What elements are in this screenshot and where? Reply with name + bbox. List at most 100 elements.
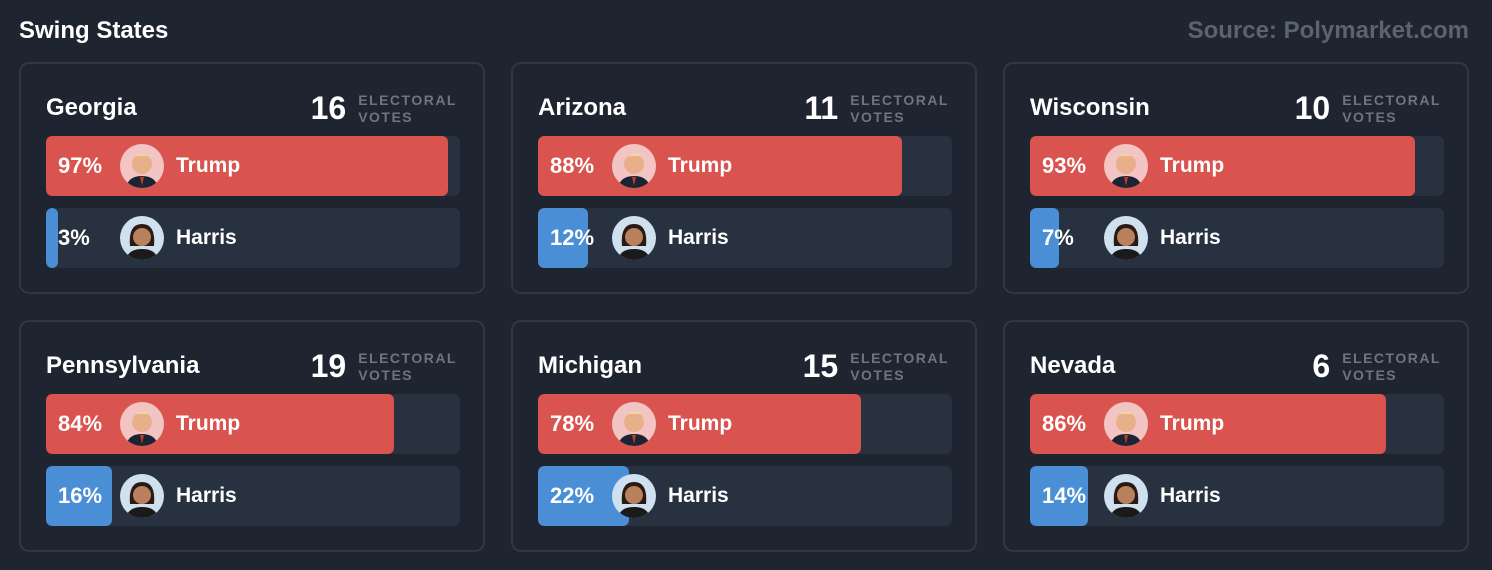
trump-bar-fill <box>1030 394 1387 454</box>
page-title: Swing States <box>19 17 169 44</box>
trump-odds-bar[interactable]: 88% Trump <box>538 136 952 196</box>
harris-bar-fill <box>46 466 113 526</box>
ev-label-line1: ELECTORAL <box>358 349 457 366</box>
trump-percentage: 93% <box>1042 153 1087 178</box>
harris-name: Harris <box>668 484 729 507</box>
electoral-votes: 11 ELECTORAL VOTES <box>804 90 949 127</box>
state-card-arizona: Arizona 11 ELECTORAL VOTES 88% Trump 12% … <box>511 62 977 294</box>
trump-name: Trump <box>668 154 733 177</box>
trump-avatar-icon <box>120 402 164 446</box>
trump-bar-fill <box>46 136 448 196</box>
ev-label-line2: VOTES <box>358 108 414 125</box>
ev-label-line1: ELECTORAL <box>850 91 949 108</box>
harris-odds-bar[interactable]: 12% Harris <box>538 208 952 268</box>
harris-bar-fill <box>1030 466 1088 526</box>
harris-name: Harris <box>668 226 729 249</box>
harris-percentage: 7% <box>1042 225 1074 250</box>
electoral-votes-count: 16 <box>310 90 347 126</box>
harris-odds-bar[interactable]: 14% Harris <box>1030 466 1444 526</box>
harris-avatar-icon <box>1104 474 1148 518</box>
electoral-votes-label: ELECTORAL VOTES <box>358 92 457 126</box>
state-card-nevada: Nevada 6 ELECTORAL VOTES 86% Trump 14% Ha… <box>1003 320 1469 552</box>
harris-avatar-icon <box>1104 216 1148 260</box>
electoral-votes-count: 15 <box>802 348 839 384</box>
trump-name: Trump <box>176 412 241 435</box>
state-name: Arizona <box>538 94 627 121</box>
electoral-votes-label: ELECTORAL VOTES <box>850 350 949 384</box>
trump-avatar-icon <box>1104 402 1148 446</box>
ev-label-line2: VOTES <box>358 366 414 383</box>
harris-odds-bar[interactable]: 16% Harris <box>46 466 460 526</box>
trump-name: Trump <box>176 154 241 177</box>
harris-avatar-icon <box>120 474 164 518</box>
harris-odds-bar[interactable]: 3% Harris <box>46 208 460 268</box>
electoral-votes: 15 ELECTORAL VOTES <box>803 348 949 385</box>
trump-percentage: 84% <box>58 411 103 436</box>
trump-name: Trump <box>1160 412 1225 435</box>
harris-bar-fill <box>538 208 588 268</box>
ev-label-line1: ELECTORAL <box>850 349 949 366</box>
ev-label-line2: VOTES <box>850 108 906 125</box>
state-card-georgia: Georgia 16 ELECTORAL VOTES 97% Trump 3% H… <box>19 62 485 294</box>
trump-bar-fill <box>46 394 394 454</box>
electoral-votes-count: 10 <box>1294 90 1331 126</box>
harris-avatar-icon <box>612 216 656 260</box>
state-card-wisconsin: Wisconsin 10 ELECTORAL VOTES 93% Trump 7%… <box>1003 62 1469 294</box>
trump-odds-bar[interactable]: 86% Trump <box>1030 394 1444 454</box>
trump-odds-bar[interactable]: 97% Trump <box>46 136 460 196</box>
electoral-votes: 16 ELECTORAL VOTES <box>311 90 457 127</box>
ev-label-line2: VOTES <box>1342 108 1398 125</box>
electoral-votes-label: ELECTORAL VOTES <box>1342 92 1441 126</box>
ev-label-line1: ELECTORAL <box>1342 91 1441 108</box>
trump-name: Trump <box>668 412 733 435</box>
ev-label-line2: VOTES <box>850 366 906 383</box>
harris-name: Harris <box>176 226 237 249</box>
ev-label-line2: VOTES <box>1342 366 1398 383</box>
harris-name: Harris <box>176 484 237 507</box>
harris-bar-fill <box>46 208 59 268</box>
source-label: Source: Polymarket.com <box>1187 17 1469 44</box>
trump-percentage: 97% <box>58 153 103 178</box>
harris-name: Harris <box>1160 484 1221 507</box>
trump-avatar-icon <box>612 402 656 446</box>
electoral-votes: 10 ELECTORAL VOTES <box>1295 90 1441 127</box>
state-card-michigan: Michigan 15 ELECTORAL VOTES 78% Trump 22%… <box>511 320 977 552</box>
ev-label-line1: ELECTORAL <box>358 91 457 108</box>
trump-percentage: 88% <box>550 153 595 178</box>
state-name: Wisconsin <box>1030 94 1150 121</box>
harris-percentage: 12% <box>550 225 595 250</box>
trump-avatar-icon <box>120 144 164 188</box>
harris-odds-bar[interactable]: 22% Harris <box>538 466 952 526</box>
trump-bar-fill <box>538 136 903 196</box>
trump-percentage: 86% <box>1042 411 1087 436</box>
trump-name: Trump <box>1160 154 1225 177</box>
harris-percentage: 16% <box>58 483 103 508</box>
harris-percentage: 22% <box>550 483 595 508</box>
state-name: Georgia <box>46 94 137 121</box>
electoral-votes: 19 ELECTORAL VOTES <box>311 348 457 385</box>
electoral-votes-label: ELECTORAL VOTES <box>358 350 457 384</box>
state-name: Nevada <box>1030 352 1116 379</box>
harris-percentage: 14% <box>1042 483 1087 508</box>
trump-bar-fill <box>1030 136 1416 196</box>
electoral-votes-label: ELECTORAL VOTES <box>850 92 949 126</box>
electoral-votes-label: ELECTORAL VOTES <box>1342 350 1441 384</box>
trump-avatar-icon <box>612 144 656 188</box>
trump-odds-bar[interactable]: 93% Trump <box>1030 136 1444 196</box>
trump-avatar-icon <box>1104 144 1148 188</box>
ev-label-line1: ELECTORAL <box>1342 349 1441 366</box>
trump-percentage: 78% <box>550 411 595 436</box>
electoral-votes-count: 11 <box>804 90 839 126</box>
harris-avatar-icon <box>120 216 164 260</box>
harris-bar-fill <box>1030 208 1059 268</box>
harris-odds-bar[interactable]: 7% Harris <box>1030 208 1444 268</box>
harris-avatar-icon <box>612 474 656 518</box>
trump-bar-fill <box>538 394 861 454</box>
trump-odds-bar[interactable]: 84% Trump <box>46 394 460 454</box>
harris-name: Harris <box>1160 226 1221 249</box>
trump-odds-bar[interactable]: 78% Trump <box>538 394 952 454</box>
state-name: Pennsylvania <box>46 352 200 379</box>
electoral-votes-count: 19 <box>310 348 347 384</box>
electoral-votes: 6 ELECTORAL VOTES <box>1312 348 1441 385</box>
state-card-pennsylvania: Pennsylvania 19 ELECTORAL VOTES 84% Trump… <box>19 320 485 552</box>
